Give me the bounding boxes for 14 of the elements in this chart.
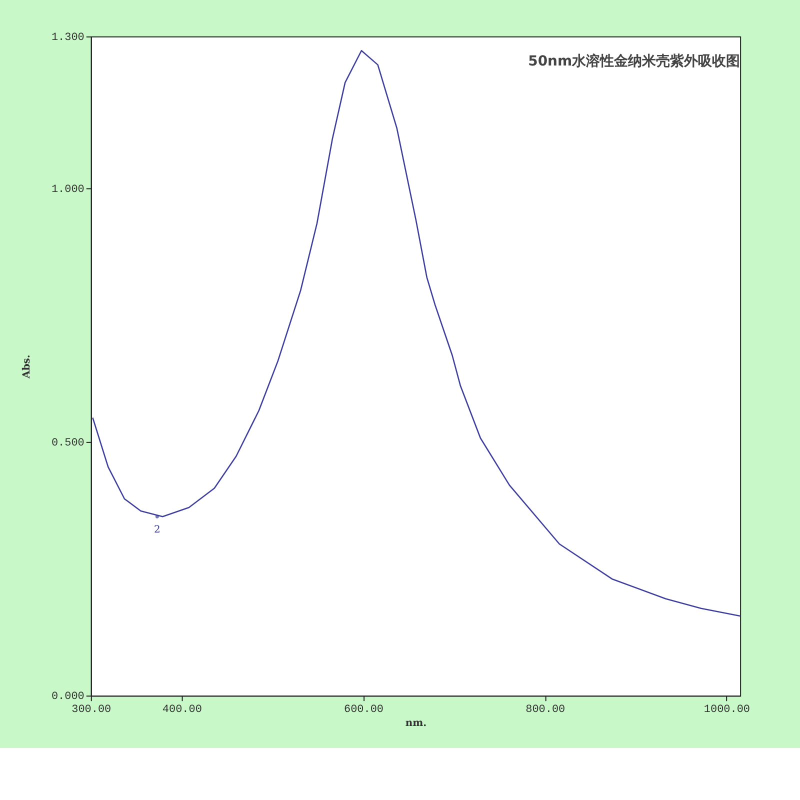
y-tick-label: 0.500 — [51, 438, 84, 450]
y-tick-label: 1.300 — [51, 32, 84, 44]
x-tick-label: 800.00 — [526, 704, 566, 716]
x-tick-label: 1000.00 — [704, 704, 750, 716]
x-tick-label: 600.00 — [344, 704, 384, 716]
y-tick-label: 1.000 — [51, 184, 84, 196]
x-tick-label: 400.00 — [162, 704, 202, 716]
line-series — [92, 50, 741, 617]
x-tick-label: 300.00 — [72, 704, 112, 716]
y-axis-title: Abs. — [21, 354, 32, 380]
text: 50nm水溶性金纳米壳紫外吸收图 — [528, 52, 740, 70]
annotation: 2 — [154, 524, 160, 536]
y-tick-label: 0.000 — [51, 691, 84, 704]
x-axis-title: nm. — [405, 718, 427, 730]
